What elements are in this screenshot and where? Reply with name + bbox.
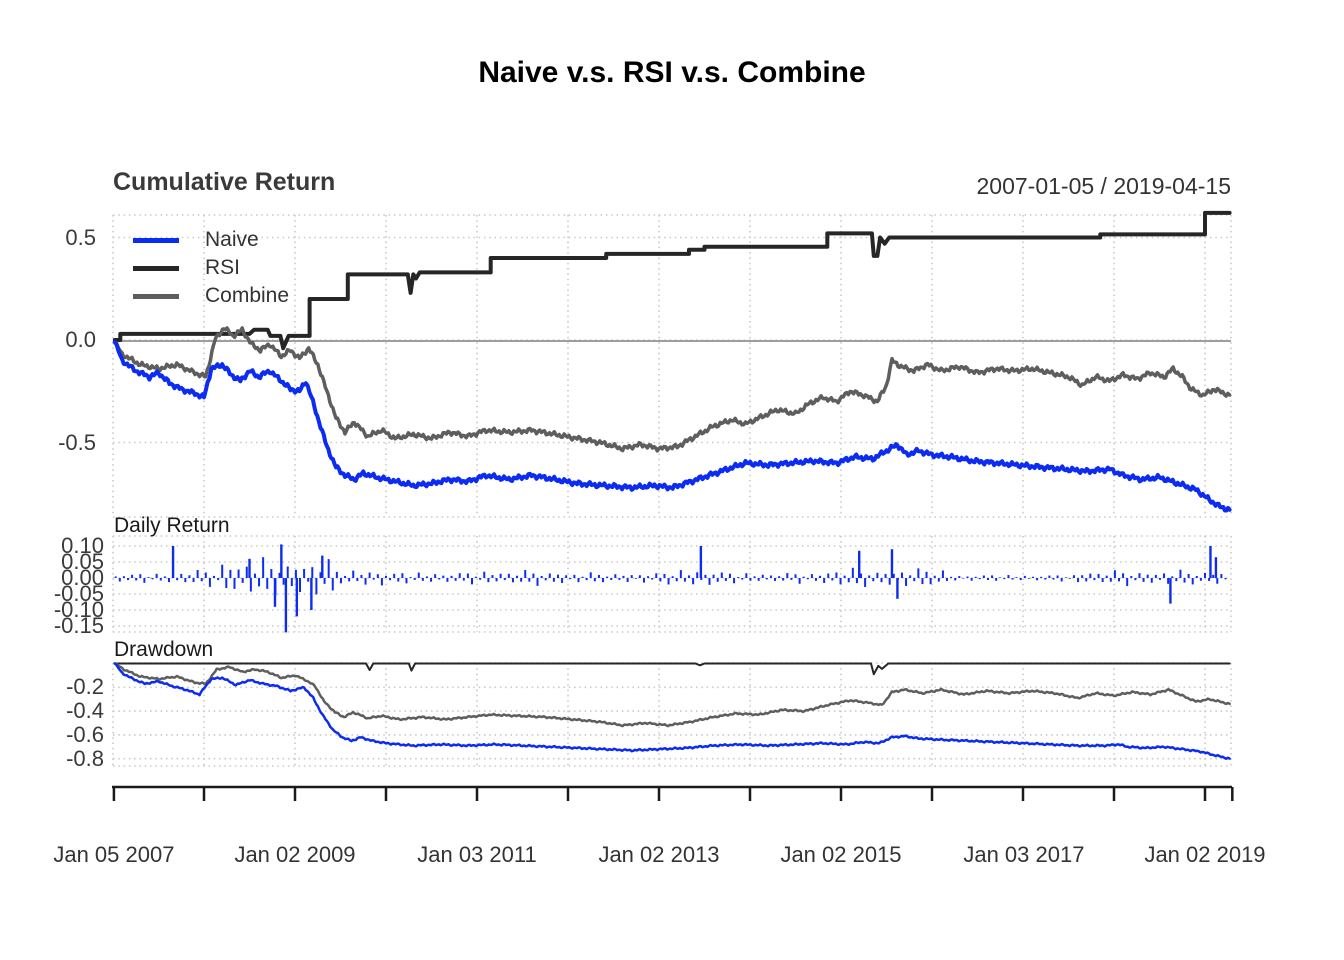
y-tick-label: 0.10 bbox=[61, 533, 104, 558]
legend-item-combine: Combine bbox=[133, 282, 289, 310]
drawdown-panel-title: Drawdown bbox=[114, 638, 214, 661]
y-tick-label: 0.05 bbox=[61, 549, 104, 574]
series-line-rsi bbox=[112, 210, 1232, 351]
legend-label: Naive bbox=[205, 228, 259, 251]
y-tick-label: -0.8 bbox=[66, 745, 104, 771]
series-line-rsi bbox=[113, 662, 1231, 676]
x-tick-label: Jan 03 2017 bbox=[963, 842, 1085, 867]
y-tick-label: -0.05 bbox=[53, 581, 104, 606]
date-range-label: 2007-01-05 / 2019-04-15 bbox=[976, 173, 1231, 199]
legend-swatch-rsi bbox=[133, 265, 179, 271]
legend: Naive RSI Combine bbox=[133, 226, 289, 310]
x-tick-label: Jan 02 2015 bbox=[780, 842, 902, 867]
y-tick-label: -0.15 bbox=[53, 613, 104, 638]
legend-item-naive: Naive bbox=[133, 226, 289, 254]
y-tick-label: -0.5 bbox=[58, 429, 96, 455]
x-tick-label: Jan 03 2011 bbox=[417, 842, 537, 867]
y-tick-label: -0.4 bbox=[66, 698, 104, 724]
y-tick-label: -0.10 bbox=[53, 597, 104, 622]
x-tick-label: Jan 02 2013 bbox=[598, 842, 720, 867]
chart-title: Naive v.s. RSI v.s. Combine bbox=[478, 56, 866, 89]
daily-return-panel-title: Daily Return bbox=[114, 514, 230, 537]
legend-swatch-combine bbox=[133, 293, 179, 299]
y-tick-label: -0.6 bbox=[66, 721, 104, 747]
y-tick-label: 0.00 bbox=[61, 565, 104, 590]
y-tick-label: -0.2 bbox=[66, 674, 104, 700]
daily-return-bars bbox=[114, 544, 1227, 633]
legend-label: RSI bbox=[205, 256, 241, 279]
series-line-naive bbox=[112, 340, 1232, 513]
series-line-combine bbox=[113, 662, 1231, 728]
y-tick-label: 0.5 bbox=[65, 224, 96, 250]
y-tick-label: 0.0 bbox=[65, 327, 96, 352]
x-tick-label: Jan 02 2009 bbox=[234, 842, 356, 867]
legend-swatch-naive bbox=[133, 237, 179, 243]
x-tick-label: Jan 02 2019 bbox=[1144, 842, 1266, 867]
legend-label: Combine bbox=[205, 284, 290, 307]
cumulative-return-panel-title: Cumulative Return bbox=[113, 168, 336, 196]
legend-item-rsi: RSI bbox=[133, 254, 289, 282]
series-line-combine bbox=[113, 326, 1232, 453]
series-line-naive bbox=[113, 662, 1231, 760]
x-tick-label: Jan 05 2007 bbox=[53, 842, 175, 867]
